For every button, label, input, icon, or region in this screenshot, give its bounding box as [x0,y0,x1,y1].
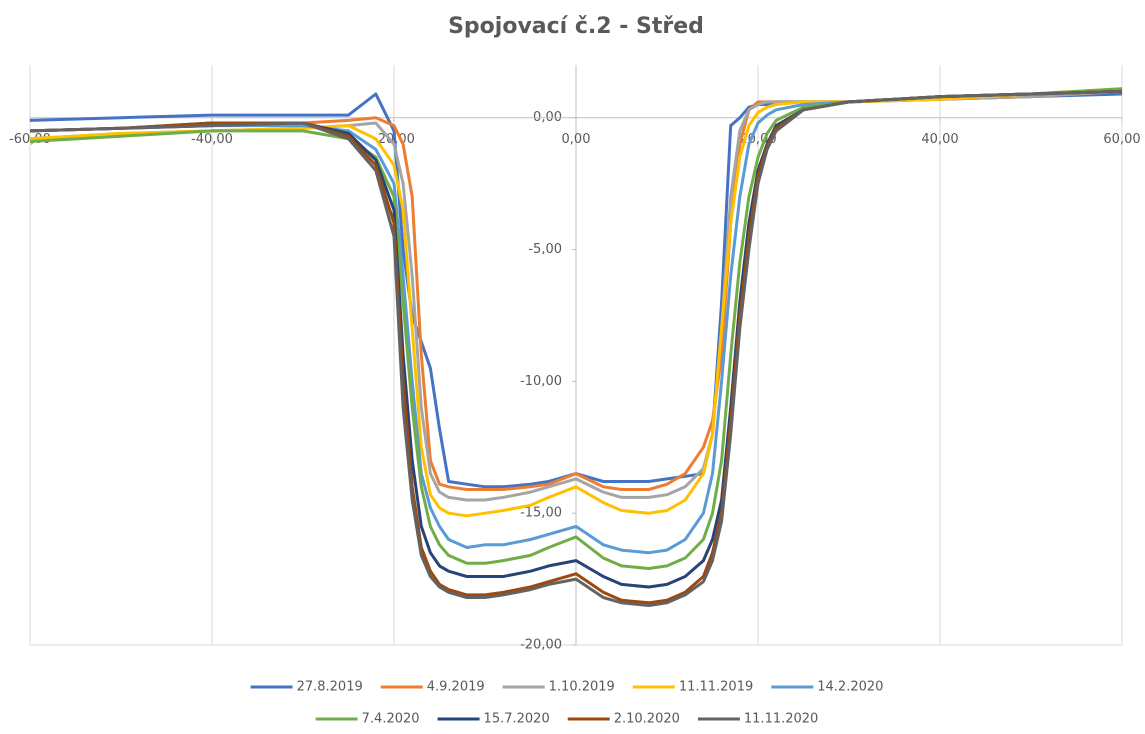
legend-label: 4.9.2019 [427,680,485,695]
legend-label: 11.11.2020 [744,712,818,727]
page: Spojovací č.2 - Střed -20,00 -15,00 -10,00… [0,0,1145,734]
x-tick-label: 0,00 [562,132,591,147]
legend-label: 7.4.2020 [362,712,420,727]
y-tick-label: -15,00 [520,506,562,521]
chart: Spojovací č.2 - Střed -20,00 -15,00 -10,00… [0,0,1145,734]
x-tick-label: -40,00 [191,132,233,147]
legend-label: 1.10.2019 [549,680,615,695]
y-tick-label: -10,00 [520,374,562,389]
legend-label: 14.2.2020 [817,680,883,695]
legend-label: 11.11.2019 [679,680,753,695]
legend-label: 27.8.2019 [297,680,363,695]
x-tick-label: 40,00 [921,132,958,147]
legend-label: 15.7.2020 [484,712,550,727]
y-tick-label: -20,00 [520,638,562,653]
background [0,0,1145,734]
y-tick-label: -5,00 [528,242,562,257]
chart-title: Spojovací č.2 - Střed [448,14,704,39]
legend-label: 2.10.2020 [614,712,680,727]
x-tick-label: 60,00 [1103,132,1140,147]
